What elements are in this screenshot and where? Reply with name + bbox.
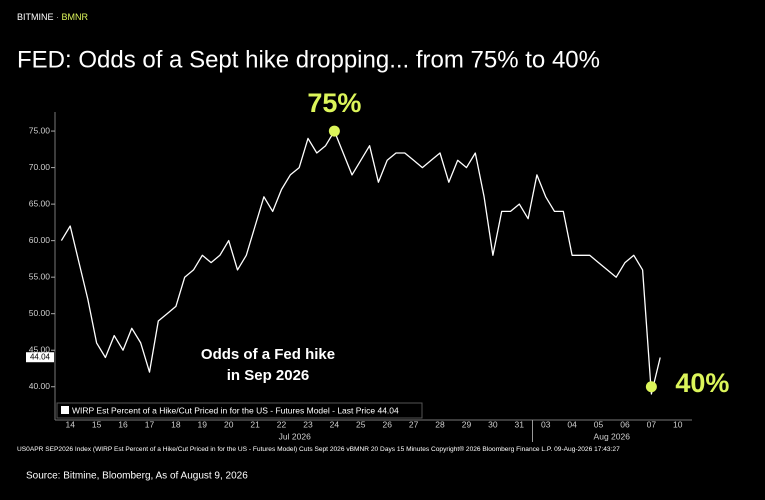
x-tick-label: 22	[277, 419, 287, 429]
x-tick-label: 28	[435, 419, 445, 429]
x-tick-label: 10	[673, 419, 683, 429]
x-tick-label: 31	[515, 419, 525, 429]
x-tick-label: 07	[647, 419, 657, 429]
x-tick-label: 25	[356, 419, 366, 429]
x-tick-label: 03	[541, 419, 551, 429]
footer: US0APR SEP2026 Index (WIRP Est Percent o…	[17, 445, 620, 453]
x-tick-label: 30	[488, 419, 498, 429]
y-tick-label: 55.00	[29, 271, 51, 281]
annotation: Odds of a Fed hike	[201, 346, 335, 363]
x-tick-label: 18	[171, 419, 181, 429]
series-line	[60, 130, 661, 395]
x-tick-label: 26	[382, 419, 392, 429]
x-tick-label: 06	[620, 419, 630, 429]
brand-name: BITMINE	[17, 12, 54, 22]
x-tick-label: 19	[198, 419, 208, 429]
x-tick-label: 20	[224, 419, 234, 429]
brand-ticker: BMNR	[62, 12, 89, 22]
highlight-label: 40%	[675, 368, 729, 398]
y-tick-label: 65.00	[29, 198, 51, 208]
legend	[56, 402, 423, 419]
last-price-label: 44.04	[30, 352, 51, 361]
x-tick-label: 21	[250, 419, 260, 429]
month-label: Jul 2026	[279, 431, 311, 441]
x-tick-label: 04	[567, 419, 577, 429]
y-tick-label: 75.00	[29, 125, 51, 135]
highlight-dot	[645, 381, 657, 393]
chart-title: FED: Odds of a Sept hike dropping... fro…	[17, 46, 600, 73]
x-tick-label: 14	[65, 419, 75, 429]
x-tick-label: 05	[594, 419, 604, 429]
x-tick-label: 23	[303, 419, 313, 429]
y-tick-label: 60.00	[29, 235, 51, 245]
last-price-tag	[26, 352, 54, 363]
highlight-dot	[328, 125, 340, 137]
brand: BITMINE · BMNR	[17, 12, 89, 22]
highlight-label: 75%	[307, 88, 361, 118]
y-tick-label: 50.00	[29, 308, 51, 318]
legend-label: WIRP Est Percent of a Hike/Cut Priced in…	[72, 405, 399, 415]
x-tick-label: 17	[145, 419, 155, 429]
legend-swatch	[61, 406, 69, 414]
month-label: Aug 2026	[594, 431, 631, 441]
y-tick-label: 40.00	[29, 381, 51, 391]
annotation: in Sep 2026	[227, 367, 310, 384]
x-tick-label: 29	[462, 419, 472, 429]
x-tick-label: 16	[118, 419, 128, 429]
y-tick-label: 45.00	[29, 344, 51, 354]
y-tick-label: 70.00	[29, 162, 51, 172]
x-tick-label: 24	[330, 419, 340, 429]
source: Source: Bitmine, Bloomberg, As of August…	[26, 471, 248, 482]
x-tick-label: 15	[92, 419, 102, 429]
brand-separator: ·	[56, 12, 59, 22]
x-tick-label: 27	[409, 419, 419, 429]
